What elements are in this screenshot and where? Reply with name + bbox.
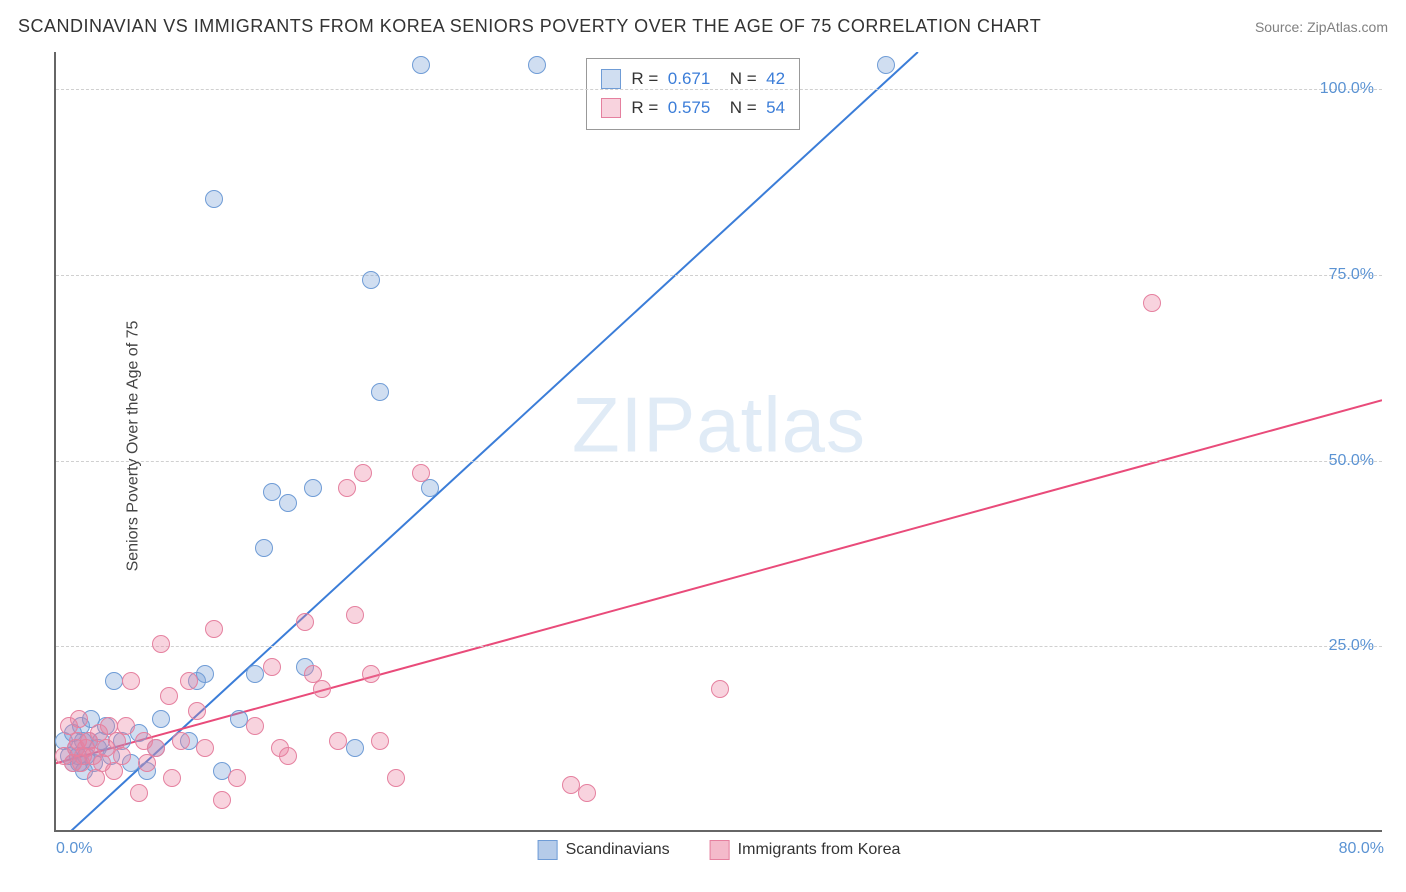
data-point xyxy=(246,717,264,735)
legend-label: Immigrants from Korea xyxy=(738,841,901,859)
data-point xyxy=(346,739,364,757)
data-point xyxy=(354,464,372,482)
data-point xyxy=(196,739,214,757)
data-point xyxy=(387,769,405,787)
y-tick-label: 50.0% xyxy=(1329,452,1374,470)
watermark: ZIPatlas xyxy=(572,380,866,471)
scatter-plot: ZIPatlas R = 0.671 N = 42R = 0.575 N = 5… xyxy=(54,52,1382,832)
data-point xyxy=(578,784,596,802)
gridline xyxy=(56,275,1382,276)
stat-r-label: R = 0.575 xyxy=(631,94,710,123)
data-point xyxy=(371,383,389,401)
y-tick-label: 100.0% xyxy=(1320,80,1374,98)
trend-line xyxy=(56,52,918,830)
data-point xyxy=(230,710,248,728)
data-point xyxy=(371,732,389,750)
gridline xyxy=(56,461,1382,462)
stat-n-label: N = 54 xyxy=(720,94,785,123)
data-point xyxy=(412,56,430,74)
data-point xyxy=(122,672,140,690)
data-point xyxy=(160,687,178,705)
stat-r-value: 0.671 xyxy=(668,69,711,88)
data-point xyxy=(877,56,895,74)
bottom-legend: Scandinavians Immigrants from Korea xyxy=(538,840,901,860)
data-point xyxy=(279,494,297,512)
data-point xyxy=(296,613,314,631)
legend-swatch xyxy=(710,840,730,860)
trend-line xyxy=(56,400,1382,763)
page-title: SCANDINAVIAN VS IMMIGRANTS FROM KOREA SE… xyxy=(18,16,1041,37)
y-tick-label: 25.0% xyxy=(1329,637,1374,655)
data-point xyxy=(213,791,231,809)
data-point xyxy=(188,702,206,720)
data-point xyxy=(152,710,170,728)
data-point xyxy=(346,606,364,624)
legend-swatch xyxy=(538,840,558,860)
data-point xyxy=(172,732,190,750)
data-point xyxy=(528,56,546,74)
data-point xyxy=(279,747,297,765)
stats-legend-box: R = 0.671 N = 42R = 0.575 N = 54 xyxy=(586,58,800,130)
data-point xyxy=(196,665,214,683)
data-point xyxy=(304,479,322,497)
legend-label: Scandinavians xyxy=(566,841,670,859)
data-point xyxy=(147,739,165,757)
legend-item: Immigrants from Korea xyxy=(710,840,901,860)
watermark-bold: ZIP xyxy=(572,381,696,469)
x-tick-label: 0.0% xyxy=(56,840,92,858)
legend-swatch xyxy=(601,69,621,89)
stat-n-value: 42 xyxy=(766,69,785,88)
data-point xyxy=(70,710,88,728)
data-point xyxy=(246,665,264,683)
data-point xyxy=(263,658,281,676)
data-point xyxy=(180,672,198,690)
watermark-thin: atlas xyxy=(696,381,866,469)
gridline xyxy=(56,646,1382,647)
data-point xyxy=(152,635,170,653)
data-point xyxy=(117,717,135,735)
data-point xyxy=(338,479,356,497)
legend-swatch xyxy=(601,98,621,118)
data-point xyxy=(228,769,246,787)
data-point xyxy=(130,784,148,802)
data-point xyxy=(711,680,729,698)
source-label: Source: ZipAtlas.com xyxy=(1255,19,1388,35)
y-tick-label: 75.0% xyxy=(1329,266,1374,284)
data-point xyxy=(205,190,223,208)
gridline xyxy=(56,89,1382,90)
data-point xyxy=(1143,294,1161,312)
stat-r-value: 0.575 xyxy=(668,98,711,117)
stats-row: R = 0.575 N = 54 xyxy=(601,94,785,123)
data-point xyxy=(113,747,131,765)
data-point xyxy=(255,539,273,557)
data-point xyxy=(562,776,580,794)
data-point xyxy=(263,483,281,501)
data-point xyxy=(163,769,181,787)
legend-item: Scandinavians xyxy=(538,840,670,860)
data-point xyxy=(362,665,380,683)
data-point xyxy=(412,464,430,482)
data-point xyxy=(362,271,380,289)
data-point xyxy=(313,680,331,698)
trend-lines xyxy=(56,52,1382,830)
stat-n-value: 54 xyxy=(766,98,785,117)
data-point xyxy=(329,732,347,750)
data-point xyxy=(205,620,223,638)
data-point xyxy=(105,672,123,690)
x-tick-label: 80.0% xyxy=(1339,840,1384,858)
